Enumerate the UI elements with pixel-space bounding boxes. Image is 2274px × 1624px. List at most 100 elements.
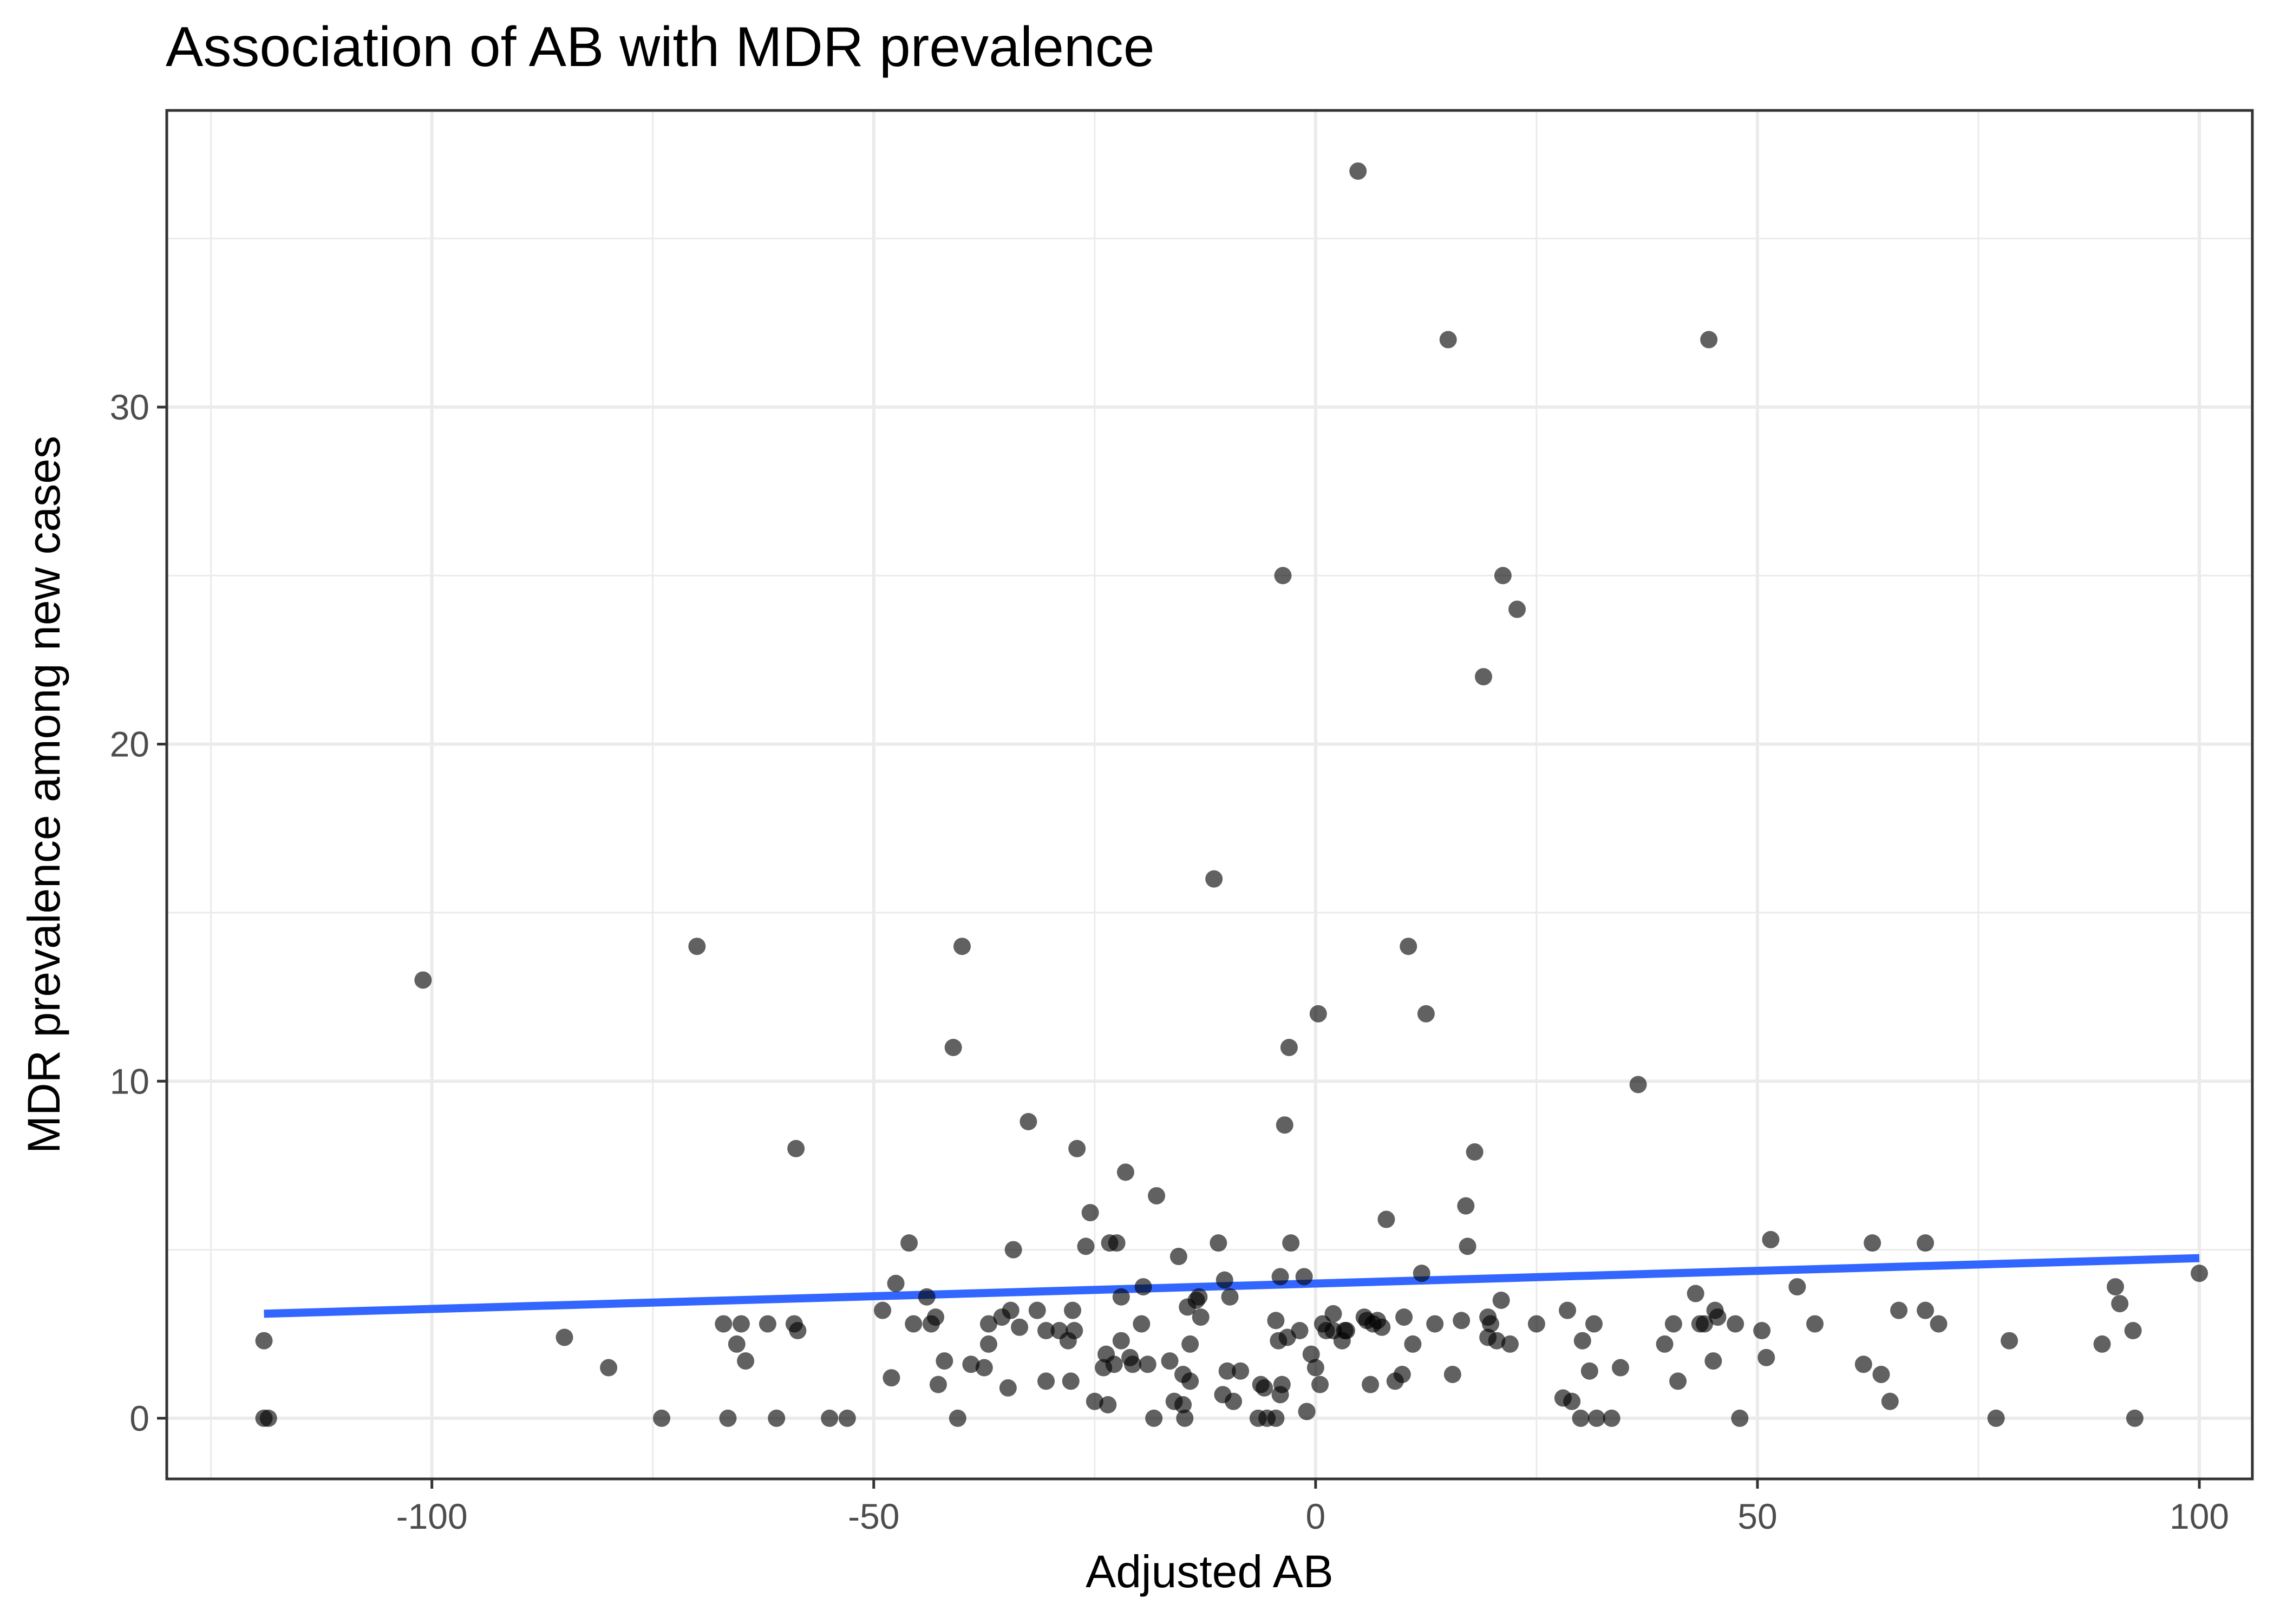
- data-point: [883, 1369, 900, 1387]
- data-point: [1753, 1322, 1771, 1340]
- data-point: [600, 1359, 618, 1377]
- y-tick-label: 0: [129, 1398, 149, 1438]
- data-point: [1181, 1335, 1199, 1353]
- data-point: [1295, 1268, 1313, 1286]
- x-axis: -100 -50 0 50 100: [396, 1479, 2229, 1536]
- data-point: [1439, 331, 1457, 349]
- data-point: [1302, 1345, 1320, 1363]
- y-axis-title: MDR prevalence among new cases: [18, 436, 69, 1154]
- data-point: [1459, 1237, 1476, 1255]
- data-point: [1216, 1271, 1233, 1289]
- data-point: [1116, 1163, 1134, 1181]
- data-point: [688, 938, 706, 955]
- data-point: [2093, 1335, 2111, 1353]
- data-point: [1205, 870, 1223, 888]
- data-point: [838, 1409, 856, 1427]
- data-point: [1413, 1265, 1430, 1282]
- data-point: [1864, 1234, 1881, 1252]
- y-tick-label: 30: [110, 387, 149, 427]
- data-point: [1373, 1318, 1391, 1336]
- data-point: [1267, 1409, 1285, 1427]
- data-point: [1309, 1005, 1327, 1023]
- data-point: [1664, 1315, 1682, 1333]
- data-point: [1474, 668, 1492, 686]
- data-point: [1086, 1392, 1103, 1410]
- data-point: [1161, 1352, 1179, 1370]
- grid-lines: [167, 110, 2252, 1479]
- data-point: [1587, 1409, 1605, 1427]
- data-point: [1037, 1322, 1055, 1340]
- data-point: [1573, 1332, 1591, 1350]
- data-point: [1585, 1315, 1603, 1333]
- data-point: [1221, 1288, 1239, 1306]
- data-point: [1731, 1409, 1749, 1427]
- data-point: [1276, 1116, 1293, 1134]
- data-point: [2126, 1409, 2144, 1427]
- data-point: [1274, 567, 1292, 585]
- data-point: [1064, 1301, 1082, 1319]
- data-point: [979, 1335, 997, 1353]
- data-point: [1377, 1210, 1395, 1228]
- data-points: [255, 162, 2208, 1427]
- data-point: [1145, 1409, 1163, 1427]
- data-point: [1457, 1197, 1475, 1215]
- data-point: [1108, 1234, 1126, 1252]
- data-point: [1917, 1234, 1935, 1252]
- data-point: [1443, 1365, 1461, 1383]
- data-point: [789, 1322, 807, 1340]
- data-point: [1453, 1312, 1471, 1330]
- data-point: [874, 1301, 892, 1319]
- data-point: [1494, 567, 1512, 585]
- data-point: [1311, 1376, 1329, 1393]
- data-point: [1004, 1241, 1022, 1259]
- data-point: [1232, 1362, 1250, 1380]
- x-tick-label: -100: [396, 1496, 468, 1536]
- data-point: [927, 1308, 945, 1326]
- data-point: [1210, 1234, 1227, 1252]
- data-point: [1066, 1322, 1083, 1340]
- data-point: [1225, 1392, 1243, 1410]
- x-tick-label: -50: [848, 1496, 899, 1536]
- data-point: [1709, 1308, 1727, 1326]
- data-point: [929, 1376, 947, 1393]
- data-point: [1426, 1315, 1444, 1333]
- data-point: [1291, 1322, 1309, 1340]
- data-point: [1563, 1392, 1581, 1410]
- data-point: [821, 1409, 839, 1427]
- data-point: [905, 1315, 923, 1333]
- data-point: [1176, 1409, 1194, 1427]
- data-point: [1169, 1248, 1187, 1266]
- data-point: [259, 1409, 277, 1427]
- data-point: [1987, 1409, 2005, 1427]
- data-point: [1492, 1291, 1510, 1309]
- data-point: [1400, 938, 1417, 955]
- data-point: [1629, 1076, 1647, 1093]
- data-point: [1002, 1301, 1020, 1319]
- x-axis-title: Adjusted AB: [1086, 1546, 1334, 1597]
- data-point: [1028, 1301, 1046, 1319]
- data-point: [887, 1274, 905, 1292]
- data-point: [1077, 1237, 1095, 1255]
- data-point: [936, 1352, 953, 1370]
- data-point: [1656, 1335, 1674, 1353]
- data-point: [1133, 1315, 1151, 1333]
- data-point: [1011, 1318, 1029, 1336]
- data-point: [1687, 1285, 1704, 1302]
- data-point: [1181, 1372, 1199, 1390]
- data-point: [979, 1315, 997, 1333]
- data-point: [732, 1315, 750, 1333]
- x-tick-label: 50: [1737, 1496, 1777, 1536]
- data-point: [1256, 1379, 1273, 1397]
- y-axis: 0 10 20 30: [110, 387, 167, 1438]
- data-point: [1482, 1315, 1500, 1333]
- y-tick-label: 10: [110, 1061, 149, 1101]
- data-point: [1611, 1359, 1629, 1377]
- data-point: [918, 1288, 936, 1306]
- data-point: [556, 1328, 573, 1346]
- y-tick-label: 20: [110, 724, 149, 764]
- data-point: [1134, 1278, 1152, 1296]
- data-point: [1881, 1392, 1899, 1410]
- data-point: [414, 971, 432, 989]
